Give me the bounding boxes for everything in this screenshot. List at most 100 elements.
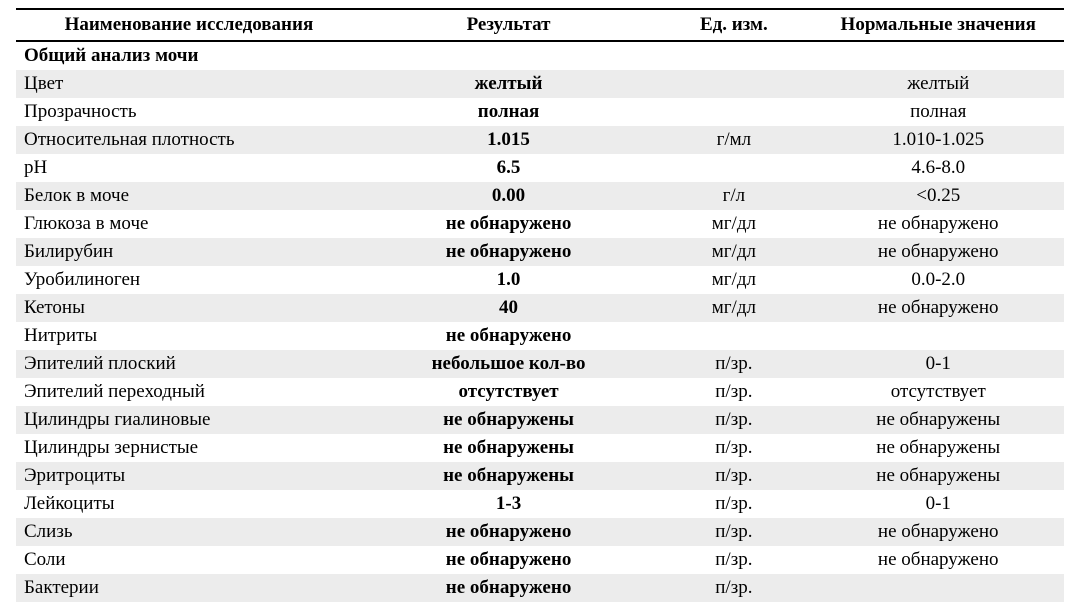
table-row: Эритроцитыне обнаруженып/зр.не обнаружен… (16, 462, 1064, 490)
cell-reference: 0-1 (812, 350, 1064, 378)
cell-name: Уробилиноген (16, 266, 362, 294)
cell-reference: не обнаружено (812, 546, 1064, 574)
cell-reference: не обнаружены (812, 462, 1064, 490)
cell-name: Слизь (16, 518, 362, 546)
cell-reference: полная (812, 98, 1064, 126)
table-row: Относительная плотность1.015г/мл1.010-1.… (16, 126, 1064, 154)
cell-name: Кетоны (16, 294, 362, 322)
cell-unit: мг/дл (655, 210, 812, 238)
cell-reference (812, 574, 1064, 602)
cell-unit (655, 98, 812, 126)
cell-name: Относительная плотность (16, 126, 362, 154)
cell-result: 1.015 (362, 126, 655, 154)
section-row: Общий анализ мочи (16, 41, 1064, 70)
cell-result: 6.5 (362, 154, 655, 182)
cell-name: Билирубин (16, 238, 362, 266)
cell-unit: п/зр. (655, 490, 812, 518)
cell-reference: не обнаружены (812, 406, 1064, 434)
cell-reference: не обнаружено (812, 210, 1064, 238)
cell-reference: <0.25 (812, 182, 1064, 210)
cell-reference: 4.6-8.0 (812, 154, 1064, 182)
cell-unit: мг/дл (655, 238, 812, 266)
cell-name: Цилиндры зернистые (16, 434, 362, 462)
cell-name: Эпителий переходный (16, 378, 362, 406)
cell-unit (655, 70, 812, 98)
table-row: Цилиндры зернистыене обнаруженып/зр.не о… (16, 434, 1064, 462)
table-row: Прозрачностьполнаяполная (16, 98, 1064, 126)
cell-name: Цилиндры гиалиновые (16, 406, 362, 434)
cell-result: отсутствует (362, 378, 655, 406)
cell-name: Прозрачность (16, 98, 362, 126)
cell-result: не обнаружено (362, 546, 655, 574)
table-header-row: Наименование исследования Результат Ед. … (16, 9, 1064, 41)
cell-reference: не обнаружено (812, 518, 1064, 546)
cell-name: Глюкоза в моче (16, 210, 362, 238)
cell-result: не обнаружены (362, 406, 655, 434)
cell-reference: 1.010-1.025 (812, 126, 1064, 154)
cell-result: не обнаружено (362, 238, 655, 266)
cell-result: не обнаружено (362, 518, 655, 546)
cell-unit (655, 154, 812, 182)
cell-result: небольшое кол-во (362, 350, 655, 378)
table-body: Общий анализ мочи ЦветжелтыйжелтыйПрозра… (16, 41, 1064, 602)
cell-name: Лейкоциты (16, 490, 362, 518)
cell-name: Нитриты (16, 322, 362, 350)
cell-result: желтый (362, 70, 655, 98)
table-row: Кетоны40мг/длне обнаружено (16, 294, 1064, 322)
cell-result: не обнаружено (362, 574, 655, 602)
table-row: Слизьне обнаруженоп/зр.не обнаружено (16, 518, 1064, 546)
cell-reference: отсутствует (812, 378, 1064, 406)
cell-name: Белок в моче (16, 182, 362, 210)
cell-name: Бактерии (16, 574, 362, 602)
cell-name: pH (16, 154, 362, 182)
cell-result: 0.00 (362, 182, 655, 210)
cell-reference: 0.0-2.0 (812, 266, 1064, 294)
cell-unit: г/мл (655, 126, 812, 154)
lab-results-table: Наименование исследования Результат Ед. … (16, 8, 1064, 602)
cell-name: Цвет (16, 70, 362, 98)
cell-reference: не обнаружено (812, 238, 1064, 266)
cell-reference: не обнаружены (812, 434, 1064, 462)
table-row: Нитритыне обнаружено (16, 322, 1064, 350)
cell-name: Соли (16, 546, 362, 574)
cell-result: не обнаружены (362, 434, 655, 462)
cell-unit (655, 322, 812, 350)
col-header-result: Результат (362, 9, 655, 41)
cell-result: 1-3 (362, 490, 655, 518)
cell-reference: 0-1 (812, 490, 1064, 518)
cell-unit: п/зр. (655, 434, 812, 462)
cell-unit: г/л (655, 182, 812, 210)
col-header-unit: Ед. изм. (655, 9, 812, 41)
cell-result: не обнаружено (362, 210, 655, 238)
cell-unit: п/зр. (655, 406, 812, 434)
col-header-reference: Нормальные значения (812, 9, 1064, 41)
cell-unit: п/зр. (655, 574, 812, 602)
cell-unit: мг/дл (655, 266, 812, 294)
cell-reference: не обнаружено (812, 294, 1064, 322)
table-row: pH6.5 4.6-8.0 (16, 154, 1064, 182)
table-row: Лейкоциты1-3п/зр.0-1 (16, 490, 1064, 518)
cell-unit: п/зр. (655, 350, 812, 378)
cell-reference: желтый (812, 70, 1064, 98)
col-header-name: Наименование исследования (16, 9, 362, 41)
table-row: Белок в моче0.00г/л<0.25 (16, 182, 1064, 210)
cell-unit: п/зр. (655, 378, 812, 406)
table-row: Эпителий переходныйотсутствуетп/зр.отсут… (16, 378, 1064, 406)
cell-result: 1.0 (362, 266, 655, 294)
table-row: Уробилиноген1.0мг/дл0.0-2.0 (16, 266, 1064, 294)
cell-unit: п/зр. (655, 546, 812, 574)
cell-unit: мг/дл (655, 294, 812, 322)
table-row: Цилиндры гиалиновыене обнаруженып/зр.не … (16, 406, 1064, 434)
table-row: Билирубинне обнаруженомг/длне обнаружено (16, 238, 1064, 266)
cell-name: Эпителий плоский (16, 350, 362, 378)
table-row: Эпителий плоскийнебольшое кол-воп/зр.0-1 (16, 350, 1064, 378)
cell-unit: п/зр. (655, 462, 812, 490)
table-row: Солине обнаруженоп/зр.не обнаружено (16, 546, 1064, 574)
cell-name: Эритроциты (16, 462, 362, 490)
cell-result: полная (362, 98, 655, 126)
cell-unit: п/зр. (655, 518, 812, 546)
cell-reference (812, 322, 1064, 350)
cell-result: 40 (362, 294, 655, 322)
table-row: Глюкоза в мочене обнаруженомг/длне обнар… (16, 210, 1064, 238)
section-title: Общий анализ мочи (16, 41, 1064, 70)
